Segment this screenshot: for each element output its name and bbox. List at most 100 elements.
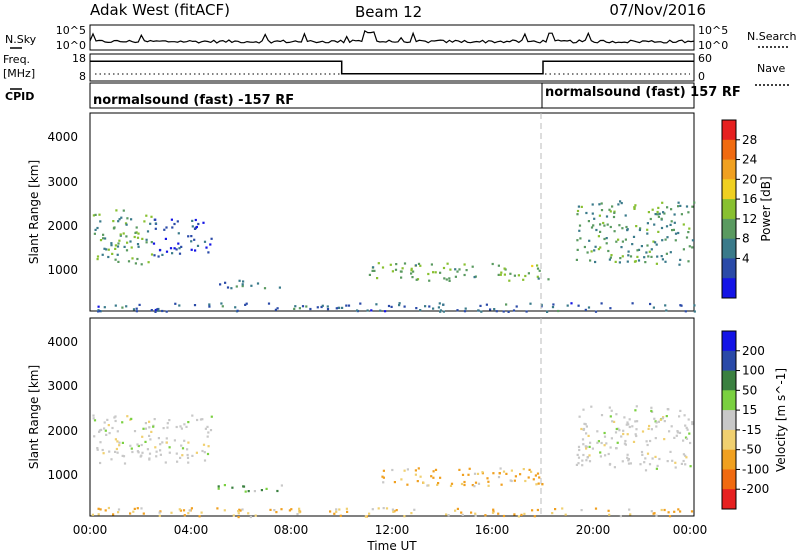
velocity-scatter-point: [432, 476, 435, 479]
velocity-scatter-point: [492, 472, 495, 475]
velocity-scatter-point: [203, 451, 206, 454]
velocity-scatter-point: [186, 453, 189, 457]
power-scatter-point: [621, 255, 624, 258]
power-scatter-point: [173, 247, 176, 250]
velocity-scatter-point: [684, 454, 687, 457]
velocity-scatter-point: [584, 423, 587, 426]
power-scatter-point: [125, 235, 128, 238]
velocity-scatter-point: [527, 476, 530, 479]
velocity-scatter-point: [204, 427, 207, 430]
power-scatter-point: [424, 305, 427, 308]
velocity-scatter-point: [179, 425, 182, 428]
velocity-scatter-point: [588, 460, 592, 463]
velocity-scatter-point: [541, 483, 544, 486]
power-scatter-point: [627, 254, 630, 257]
velocity-scatter-point: [187, 461, 190, 464]
velocity-scatter-point: [477, 482, 481, 485]
velocity-scatter-point: [653, 512, 656, 515]
power-scatter-point: [419, 309, 422, 312]
power-scatter-point: [190, 235, 193, 238]
power-scatter-point: [589, 259, 592, 262]
velocity-scatter-point: [631, 425, 634, 428]
velocity-colorbar-cell: [722, 449, 736, 470]
velocity-scatter-point: [509, 479, 512, 482]
power-ytick-4000: 4000: [47, 130, 78, 144]
power-scatter-point: [432, 271, 435, 274]
velocity-scatter-point: [298, 511, 301, 514]
velocity-scatter-point: [108, 450, 111, 453]
power-scatter-point: [579, 237, 582, 240]
velocity-scatter-point: [432, 470, 435, 473]
velocity-scatter-point: [392, 510, 395, 513]
power-scatter-point: [130, 246, 133, 249]
power-scatter-point: [685, 236, 689, 239]
power-scatter-point: [600, 302, 603, 305]
power-scatter-point: [685, 205, 689, 208]
velocity-scatter-point: [604, 454, 607, 457]
power-scatter-point: [428, 279, 431, 282]
power-scatter-point: [657, 230, 660, 233]
power-panel: 4000 3000 2000 1000 Slant Range [km]: [27, 112, 696, 313]
velocity-scatter-point: [265, 487, 268, 490]
velocity-scatter-point: [92, 414, 95, 417]
power-scatter-point: [117, 260, 120, 263]
power-scatter-point: [242, 280, 245, 283]
cpid-label: CPID: [5, 90, 34, 103]
power-scatter-point: [682, 223, 685, 226]
velocity-colorbar-tick-label: -200: [742, 482, 769, 496]
velocity-scatter-point: [609, 446, 612, 449]
power-scatter-point: [590, 226, 594, 229]
power-scatter-point: [615, 240, 618, 243]
velocity-scatter-point: [346, 510, 349, 513]
power-scatter-point: [497, 264, 500, 267]
velocity-scatter-point: [688, 432, 691, 435]
velocity-scatter-point: [626, 433, 629, 436]
power-scatter-point: [137, 232, 140, 235]
power-scatter-point: [135, 231, 138, 234]
nsky-frame: [89, 24, 695, 51]
power-scatter-point: [294, 305, 297, 308]
velocity-scatter-point: [659, 418, 662, 421]
power-scatter-point: [666, 206, 669, 209]
velocity-scatter-point: [622, 429, 625, 432]
velocity-scatter-point: [153, 418, 156, 421]
power-scatter-point: [98, 213, 101, 216]
nave-tick-bottom: 0: [698, 70, 705, 83]
velocity-scatter-point: [611, 420, 614, 423]
velocity-scatter-point: [584, 445, 587, 448]
power-scatter-point: [605, 242, 608, 245]
power-scatter-point: [649, 302, 652, 306]
velocity-scatter-point: [554, 508, 557, 511]
power-scatter-point: [656, 255, 659, 258]
power-scatter-point: [684, 310, 687, 313]
velocity-scatter-point: [461, 513, 464, 516]
power-scatter-point: [116, 245, 120, 248]
velocity-scatter-point: [613, 420, 616, 423]
power-scatter-point: [626, 260, 629, 263]
power-scatter-point: [173, 222, 176, 226]
velocity-scatter-point: [175, 425, 178, 429]
power-scatter-point: [156, 308, 159, 311]
xtick-3: 12:00: [375, 523, 410, 537]
power-scatter-point: [432, 307, 435, 310]
power-scatter-point: [625, 225, 628, 229]
velocity-scatter-point: [676, 431, 679, 434]
power-scatter-point: [122, 209, 125, 212]
velocity-scatter-point: [655, 421, 658, 424]
power-scatter-point: [495, 310, 498, 313]
power-scatter-point: [471, 265, 474, 268]
power-scatter-point: [115, 209, 118, 212]
velocity-scatter-point: [207, 445, 210, 448]
power-scatter-point: [657, 206, 660, 209]
power-scatter-point: [503, 267, 506, 270]
power-scatter-point: [557, 309, 560, 313]
velocity-scatter-point: [203, 459, 207, 462]
power-colorbar-cell: [722, 218, 736, 240]
xtick-1: 04:00: [174, 523, 209, 537]
power-colorbar-tick-label: 8: [742, 232, 750, 246]
velocity-scatter-point: [426, 484, 429, 487]
velocity-scatter-point: [674, 461, 677, 464]
velocity-scatter-point: [202, 443, 206, 446]
velocity-scatter-point: [668, 430, 671, 433]
velocity-scatter-point: [273, 509, 276, 512]
